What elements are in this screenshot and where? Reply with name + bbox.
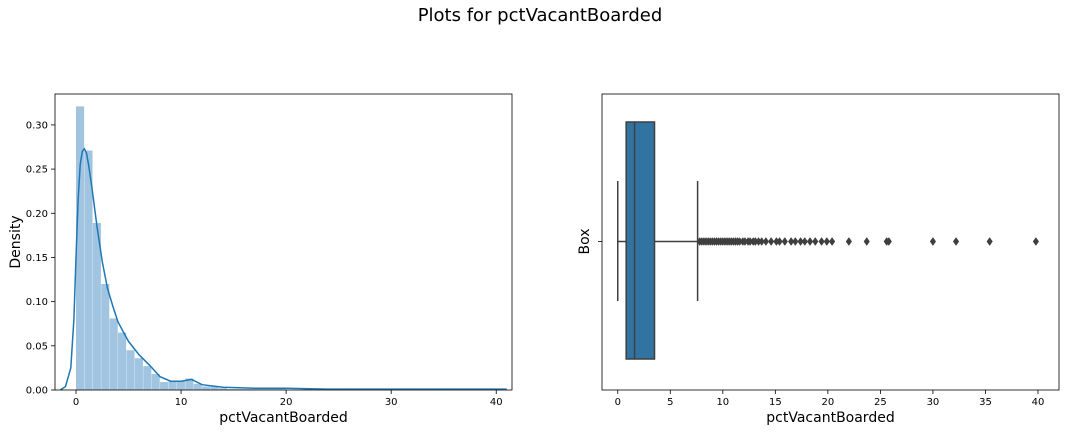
outlier-point bbox=[801, 237, 808, 246]
outlier-point bbox=[863, 237, 870, 246]
x-axis-label: pctVacantBoarded bbox=[219, 410, 347, 426]
histogram-bar bbox=[176, 381, 185, 390]
histogram-bar bbox=[185, 378, 194, 390]
histogram-bar bbox=[134, 358, 143, 390]
outlier-point bbox=[776, 237, 783, 246]
histogram-bar bbox=[101, 283, 110, 390]
y-tick-label: 0.00 bbox=[26, 386, 48, 397]
x-tick-label: 35 bbox=[979, 397, 992, 408]
iqr-box bbox=[625, 121, 656, 360]
histogram-bar bbox=[202, 386, 211, 390]
histogram-bar bbox=[84, 150, 93, 390]
y-tick-label: 0.05 bbox=[26, 341, 48, 352]
histogram-bar bbox=[143, 366, 152, 390]
x-tick-label: 20 bbox=[280, 397, 293, 408]
histogram-bar bbox=[151, 374, 160, 390]
outlier-point bbox=[885, 237, 892, 246]
outlier-point bbox=[952, 237, 960, 246]
histogram-bar bbox=[76, 106, 85, 390]
histogram-bar bbox=[193, 383, 202, 390]
outlier-point bbox=[787, 237, 795, 246]
x-tick-label: 40 bbox=[1032, 397, 1045, 408]
outlier-point bbox=[828, 237, 836, 246]
x-axis-label: pctVacantBoarded bbox=[766, 410, 894, 426]
boxplot-panel: 0 5 10 15 20 25 30 35 40 pctVacantBoarded Box bbox=[577, 93, 1060, 426]
x-tick-label: 10 bbox=[175, 397, 188, 408]
histogram-bar bbox=[109, 318, 118, 390]
figure-title: Plots for pctVacantBoarded bbox=[418, 5, 663, 26]
x-tick-label: 30 bbox=[927, 397, 940, 408]
y-tick-label: 0.25 bbox=[26, 165, 48, 176]
plot-frame bbox=[601, 93, 1060, 391]
histogram-bar bbox=[92, 223, 101, 390]
histogram-bar bbox=[244, 389, 253, 390]
histogram-bar bbox=[210, 386, 219, 390]
histogram-bar bbox=[302, 389, 312, 390]
histogram-bar bbox=[118, 332, 127, 390]
outlier-point bbox=[845, 237, 852, 246]
x-tick-label: 0 bbox=[615, 397, 621, 408]
y-tick-label: 0.20 bbox=[26, 209, 48, 220]
histogram-bar bbox=[126, 350, 135, 390]
y-axis-label: Box bbox=[577, 228, 593, 254]
outlier-point bbox=[781, 237, 788, 246]
outlier-point bbox=[823, 237, 830, 246]
x-tick-label: 20 bbox=[822, 397, 835, 408]
outlier-point bbox=[758, 237, 765, 246]
histogram-bar bbox=[160, 382, 169, 390]
outlier-point bbox=[929, 237, 937, 246]
outlier-point bbox=[797, 237, 804, 246]
y-tick-label: 0.15 bbox=[26, 253, 48, 264]
outlier-point bbox=[986, 237, 993, 246]
x-tick-label: 40 bbox=[490, 397, 503, 408]
histogram-bar bbox=[235, 389, 244, 390]
histogram-bar bbox=[227, 389, 236, 390]
histogram-bar bbox=[277, 389, 286, 390]
x-tick-label: 25 bbox=[874, 397, 887, 408]
plot-frame bbox=[54, 93, 513, 391]
x-tick-label: 10 bbox=[716, 397, 729, 408]
histogram-panel: 0 10 20 30 40 0.00 0.05 0.10 0.15 0.20 0.25 0.30 pct… bbox=[8, 93, 513, 426]
histogram-bar bbox=[269, 389, 278, 390]
y-tick-label: 0.30 bbox=[26, 120, 48, 131]
outlier-point bbox=[1032, 237, 1039, 246]
x-tick-label: 5 bbox=[667, 397, 673, 408]
x-tick-label: 30 bbox=[385, 397, 398, 408]
outlier-point bbox=[762, 237, 769, 246]
histogram-bar bbox=[218, 388, 227, 390]
histogram-bar bbox=[168, 381, 177, 390]
outlier-point bbox=[812, 237, 819, 246]
x-tick-label: 0 bbox=[73, 397, 79, 408]
outlier-point bbox=[806, 237, 814, 246]
histogram-bar bbox=[260, 389, 270, 390]
outlier-point bbox=[792, 237, 799, 246]
outlier-point bbox=[768, 237, 775, 246]
y-axis-label: Density bbox=[8, 215, 24, 268]
outlier-point bbox=[818, 237, 825, 246]
x-tick-label: 15 bbox=[769, 397, 782, 408]
y-tick-label: 0.10 bbox=[26, 297, 48, 308]
histogram-bar bbox=[252, 389, 261, 390]
kde-line bbox=[59, 147, 507, 391]
